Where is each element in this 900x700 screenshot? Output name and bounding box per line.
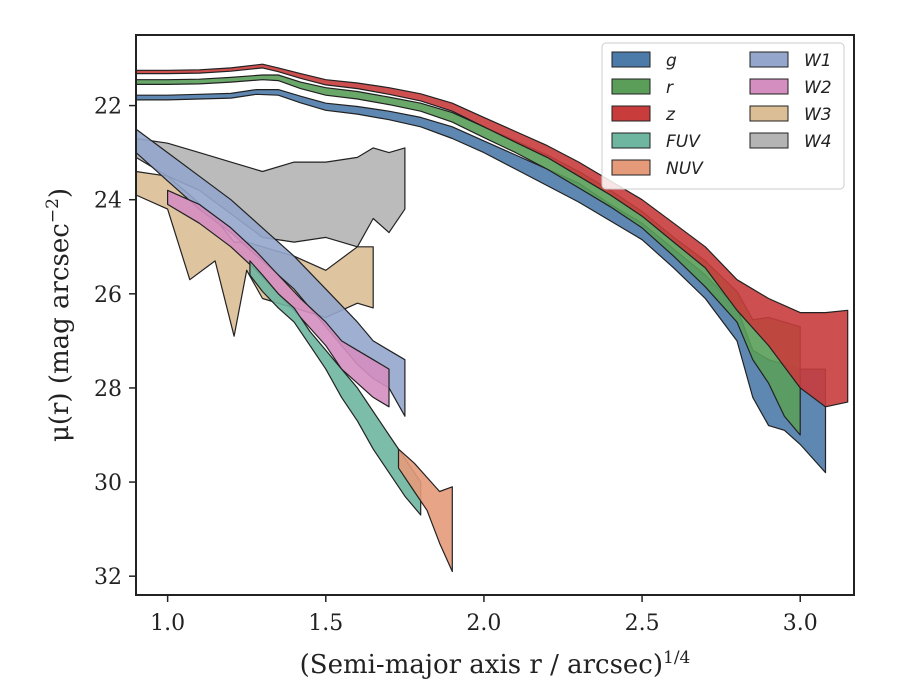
legend-label-nuv: NUV <box>666 159 704 179</box>
y-tick-label: 30 <box>94 471 122 496</box>
x-axis-label: (Semi-major axis r / arcsec)1/4 <box>300 648 691 680</box>
legend-swatch-z <box>611 105 651 122</box>
legend-label-w1: W1 <box>804 51 832 71</box>
legend-swatch-r <box>611 78 651 95</box>
legend: grz FUV NUV W1 W2 W3 W4 <box>601 42 845 190</box>
y-tick-label: 28 <box>94 377 122 402</box>
x-axis: 1.0 1.5 2.0 2.5 3.0 <box>150 595 818 636</box>
legend-swatch-w3 <box>749 105 789 122</box>
legend-label-fuv: FUV <box>666 132 701 152</box>
x-tick-label: 2.5 <box>625 611 660 636</box>
band-r <box>135 74 801 436</box>
band-z <box>135 63 849 408</box>
y-axis: 22 24 26 28 30 32 <box>94 95 136 590</box>
data-bands <box>135 63 849 573</box>
legend-label-z: z <box>665 105 676 125</box>
band-w2 <box>167 189 390 408</box>
legend-swatch-w2 <box>749 78 789 95</box>
legend-swatch-w1 <box>749 51 789 68</box>
y-tick-label: 22 <box>94 95 122 120</box>
legend-swatch-fuv <box>611 132 651 149</box>
legend-label-r: r <box>666 78 674 98</box>
y-tick-label: 26 <box>94 283 122 308</box>
x-tick-label: 1.0 <box>150 611 185 636</box>
y-tick-label: 32 <box>94 565 122 590</box>
y-axis-label: μ(r) (mag arcsec−2) <box>43 188 75 442</box>
plot-frame <box>135 34 855 596</box>
legend-label-w4: W4 <box>804 132 832 152</box>
legend-swatch-nuv <box>611 159 651 176</box>
band-g <box>135 89 827 474</box>
legend-label-w3: W3 <box>804 105 832 125</box>
legend-swatch-g <box>611 51 651 68</box>
x-tick-label: 3.0 <box>783 611 818 636</box>
y-tick-label: 24 <box>94 189 122 214</box>
x-tick-label: 1.5 <box>308 611 343 636</box>
legend-label-w2: W2 <box>804 78 832 98</box>
legend-swatch-w4 <box>749 132 789 149</box>
band-nuv <box>397 448 453 573</box>
legend-label-g: g <box>666 51 677 71</box>
band-fuv <box>249 260 422 516</box>
x-tick-label: 2.0 <box>466 611 501 636</box>
